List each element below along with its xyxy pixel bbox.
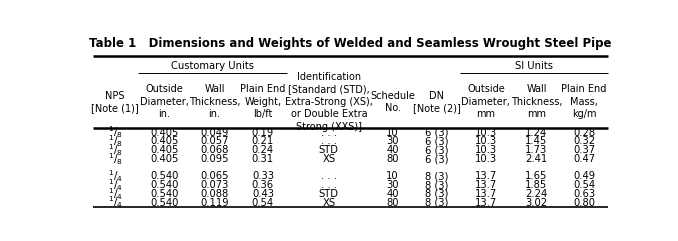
Text: 0.405: 0.405 (150, 154, 178, 164)
Text: 0.405: 0.405 (150, 145, 178, 155)
Text: Schedule
No.: Schedule No. (370, 91, 415, 113)
Text: 30: 30 (386, 180, 399, 190)
Text: Identification
[Standard (STD),
Extra-Strong (XS),
or Double Extra
Strong (XXS)]: Identification [Standard (STD), Extra-St… (285, 72, 373, 132)
Text: $^1/_8$: $^1/_8$ (108, 151, 123, 167)
Text: $^1/_4$: $^1/_4$ (108, 186, 123, 202)
Text: 10.3: 10.3 (475, 127, 497, 138)
Text: 6 (3): 6 (3) (425, 154, 449, 164)
Text: 0.63: 0.63 (573, 189, 595, 199)
Text: 10: 10 (386, 127, 399, 138)
Text: 0.540: 0.540 (150, 189, 178, 199)
Text: 0.32: 0.32 (573, 136, 595, 147)
Text: Outside
Diameter,
in.: Outside Diameter, in. (140, 84, 188, 119)
Text: STD: STD (319, 145, 339, 155)
Text: 8 (3): 8 (3) (425, 189, 449, 199)
Text: 80: 80 (386, 198, 399, 208)
Text: 0.049: 0.049 (201, 127, 228, 138)
Text: Plain End
Weight,
lb/ft: Plain End Weight, lb/ft (240, 84, 285, 119)
Text: 0.54: 0.54 (573, 180, 595, 190)
Text: 0.49: 0.49 (573, 171, 595, 181)
Text: 0.24: 0.24 (252, 145, 274, 155)
Text: 8 (3): 8 (3) (425, 180, 449, 190)
Text: 0.073: 0.073 (201, 180, 228, 190)
Text: Wall
Thickness,
mm: Wall Thickness, mm (511, 84, 562, 119)
Text: 0.21: 0.21 (252, 136, 274, 147)
Text: $^1/_4$: $^1/_4$ (108, 177, 123, 193)
Text: DN
[Note (2)]: DN [Note (2)] (413, 91, 461, 113)
Text: 0.36: 0.36 (252, 180, 274, 190)
Text: 0.54: 0.54 (252, 198, 274, 208)
Text: 30: 30 (386, 136, 399, 147)
Text: 0.540: 0.540 (150, 180, 178, 190)
Text: XS: XS (322, 198, 336, 208)
Text: 6 (3): 6 (3) (425, 127, 449, 138)
Text: . . .: . . . (321, 127, 337, 138)
Text: 3.02: 3.02 (525, 198, 548, 208)
Text: 1.24: 1.24 (525, 127, 548, 138)
Text: 13.7: 13.7 (475, 198, 497, 208)
Text: 6 (3): 6 (3) (425, 136, 449, 147)
Text: 10.3: 10.3 (475, 154, 497, 164)
Text: 0.37: 0.37 (573, 145, 595, 155)
Text: 2.24: 2.24 (525, 189, 548, 199)
Text: 8 (3): 8 (3) (425, 198, 449, 208)
Text: 40: 40 (386, 189, 399, 199)
Text: 80: 80 (386, 154, 399, 164)
Text: $^1/_8$: $^1/_8$ (108, 142, 123, 158)
Text: 0.405: 0.405 (150, 127, 178, 138)
Text: 1.73: 1.73 (525, 145, 548, 155)
Text: 0.057: 0.057 (201, 136, 229, 147)
Text: 0.095: 0.095 (201, 154, 229, 164)
Text: 6 (3): 6 (3) (425, 145, 449, 155)
Text: $^1/_8$: $^1/_8$ (108, 125, 123, 141)
Text: 10.3: 10.3 (475, 136, 497, 147)
Text: 1.45: 1.45 (525, 136, 548, 147)
Text: . . .: . . . (321, 171, 337, 181)
Text: 8 (3): 8 (3) (425, 171, 449, 181)
Text: XS: XS (322, 154, 336, 164)
Text: $^1/_8$: $^1/_8$ (108, 134, 123, 149)
Text: 0.43: 0.43 (252, 189, 274, 199)
Text: . . .: . . . (321, 136, 337, 147)
Text: $^1/_4$: $^1/_4$ (108, 195, 123, 210)
Text: 13.7: 13.7 (475, 189, 497, 199)
Text: Customary Units: Customary Units (171, 60, 254, 71)
Text: 40: 40 (386, 145, 399, 155)
Text: SI Units: SI Units (515, 60, 553, 71)
Text: Table 1   Dimensions and Weights of Welded and Seamless Wrought Steel Pipe: Table 1 Dimensions and Weights of Welded… (89, 37, 612, 50)
Text: 10: 10 (386, 171, 399, 181)
Text: 0.119: 0.119 (200, 198, 229, 208)
Text: 0.33: 0.33 (252, 171, 274, 181)
Text: . . .: . . . (321, 180, 337, 190)
Text: 1.65: 1.65 (525, 171, 548, 181)
Text: 0.405: 0.405 (150, 136, 178, 147)
Text: 10.3: 10.3 (475, 145, 497, 155)
Text: 0.540: 0.540 (150, 198, 178, 208)
Text: 0.088: 0.088 (201, 189, 228, 199)
Text: 0.80: 0.80 (573, 198, 595, 208)
Text: 13.7: 13.7 (475, 171, 497, 181)
Text: 0.540: 0.540 (150, 171, 178, 181)
Text: 0.068: 0.068 (201, 145, 228, 155)
Text: $^1/_4$: $^1/_4$ (108, 168, 123, 184)
Text: 1.85: 1.85 (525, 180, 548, 190)
Text: 0.19: 0.19 (252, 127, 274, 138)
Text: STD: STD (319, 189, 339, 199)
Text: 13.7: 13.7 (475, 180, 497, 190)
Text: 0.28: 0.28 (573, 127, 595, 138)
Text: Plain End
Mass,
kg/m: Plain End Mass, kg/m (561, 84, 607, 119)
Text: 0.065: 0.065 (201, 171, 229, 181)
Text: Wall
Thickness,
in.: Wall Thickness, in. (189, 84, 241, 119)
Text: 0.31: 0.31 (252, 154, 274, 164)
Text: 2.41: 2.41 (525, 154, 548, 164)
Text: Outside
Diameter,
mm: Outside Diameter, mm (462, 84, 511, 119)
Text: NPS
[Note (1)]: NPS [Note (1)] (92, 91, 139, 113)
Text: 0.47: 0.47 (573, 154, 595, 164)
